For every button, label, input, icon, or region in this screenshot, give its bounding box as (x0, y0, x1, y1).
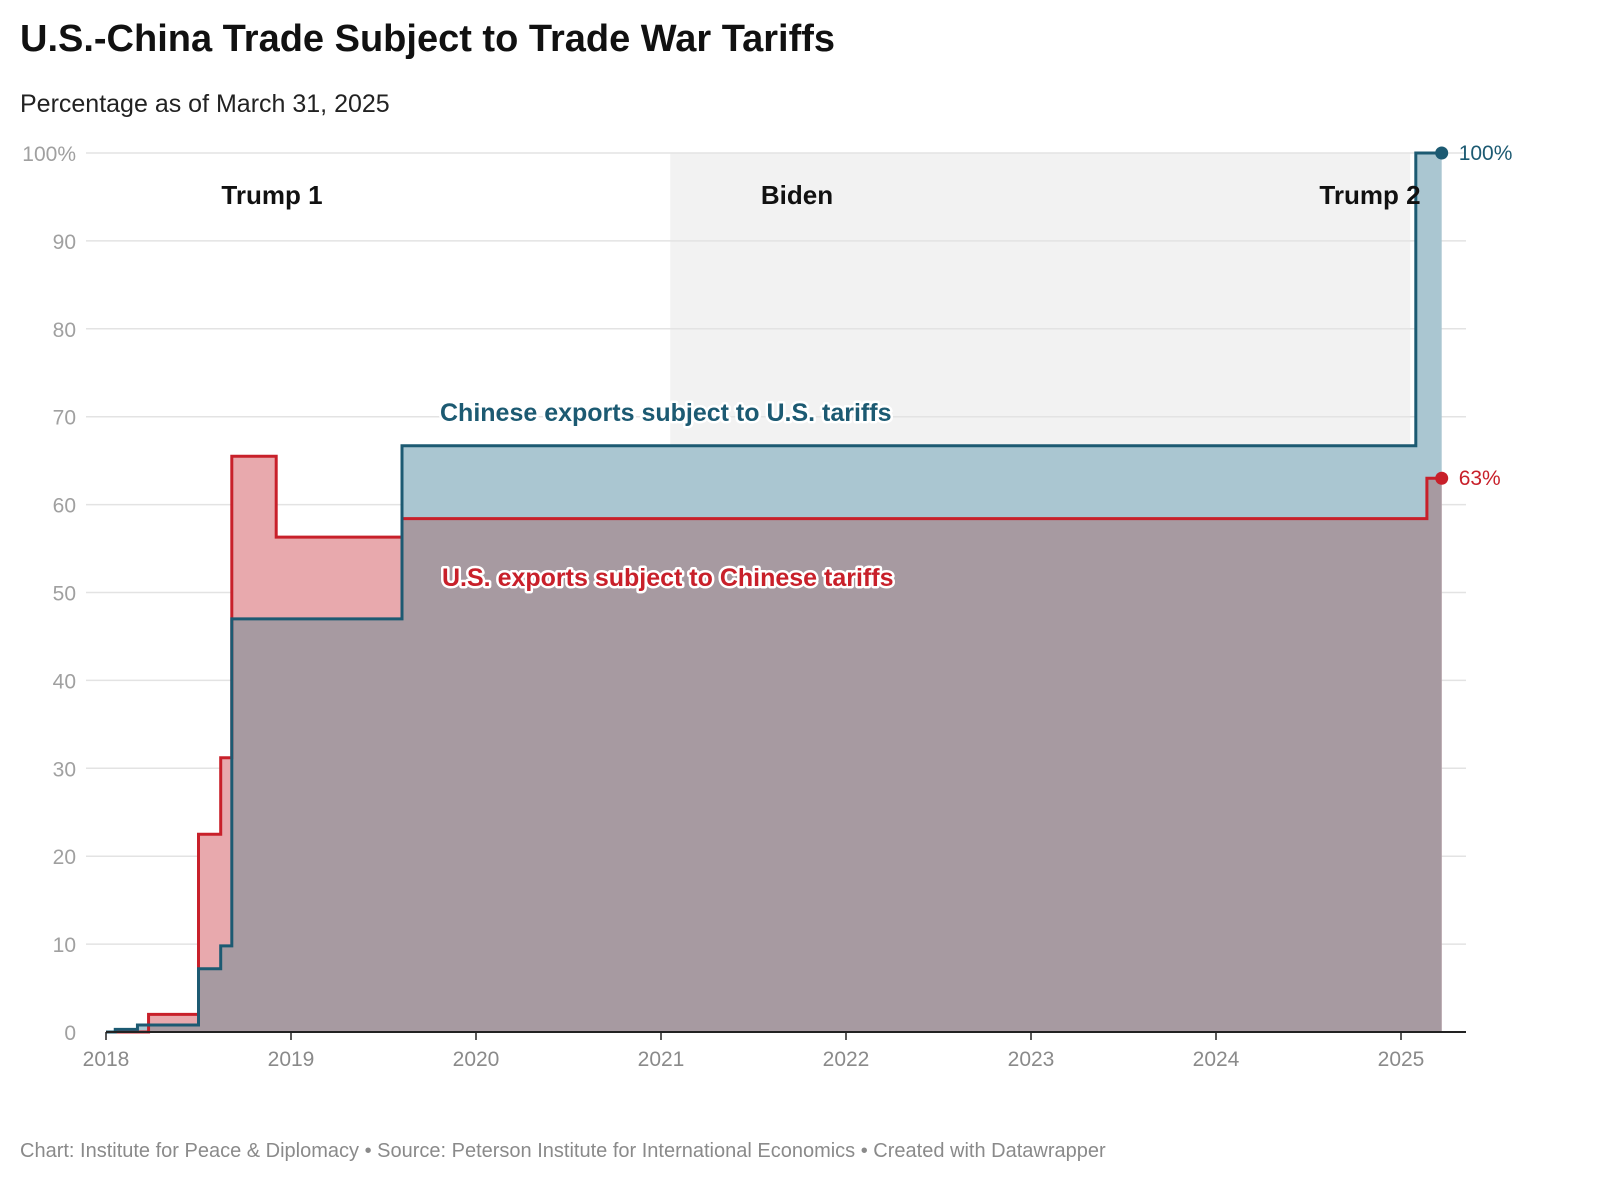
chart-footer: Chart: Institute for Peace & Diplomacy •… (20, 1140, 1106, 1162)
y-tick-label-5: 50 (53, 583, 76, 606)
y-tick-label-4: 40 (53, 670, 76, 693)
us-series-label: U.S. exports subject to Chinese tariffs (442, 564, 894, 592)
y-tick-label-9: 90 (53, 231, 76, 254)
china-series-line (106, 151, 1442, 1034)
us-end-label: 63% (1459, 467, 1501, 490)
x-tick-label-2: 2020 (453, 1048, 500, 1071)
x-tick-label-3: 2021 (638, 1048, 685, 1071)
y-tick-label-6: 60 (53, 495, 76, 518)
y-tick-label-8: 80 (53, 319, 76, 342)
x-tick-label-4: 2022 (823, 1048, 870, 1071)
chart-title: U.S.-China Trade Subject to Trade War Ta… (20, 18, 836, 60)
china-end-label: 100% (1459, 142, 1513, 165)
china-series-label: Chinese exports subject to U.S. tariffs (440, 399, 892, 427)
overlap-area (106, 456, 1442, 1032)
us-series-line (106, 454, 1442, 1034)
y-tick-label-10: 100% (22, 143, 76, 166)
x-tick-label-0: 2018 (83, 1048, 130, 1071)
x-tick-label-6: 2024 (1193, 1048, 1240, 1071)
y-tick-label-1: 10 (53, 934, 76, 957)
x-tick-label-7: 2025 (1378, 1048, 1425, 1071)
us-end-dot (1435, 471, 1449, 485)
x-tick-label-5: 2023 (1008, 1048, 1055, 1071)
chart-subtitle: Percentage as of March 31, 2025 (20, 90, 390, 118)
y-tick-label-2: 20 (53, 846, 76, 869)
y-tick-label-7: 70 (53, 407, 76, 430)
period-label-0: Trump 1 (221, 180, 322, 210)
china-end-dot (1435, 146, 1449, 160)
period-label-2: Trump 2 (1319, 180, 1420, 210)
y-tick-label-0: 0 (64, 1022, 76, 1045)
period-label-1: Biden (761, 180, 833, 210)
y-tick-label-3: 30 (53, 758, 76, 781)
x-tick-label-1: 2019 (268, 1048, 315, 1071)
